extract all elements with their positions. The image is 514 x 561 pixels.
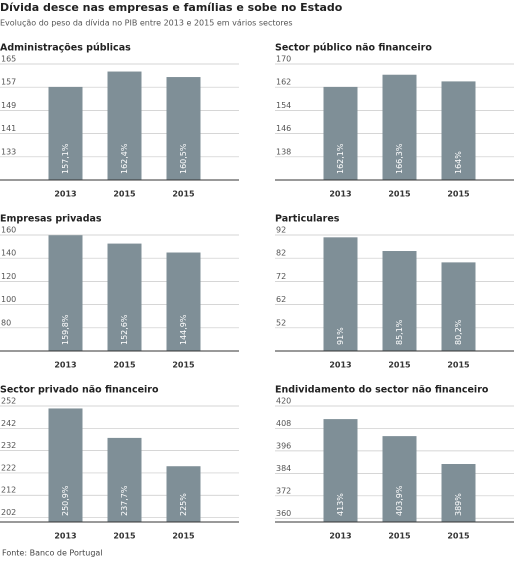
y-tick-label: 242 <box>1 419 16 428</box>
x-tick-label: 2013 <box>54 361 76 370</box>
value-label: 152,6% <box>120 314 129 345</box>
bar <box>166 466 201 522</box>
y-tick-label: 160 <box>1 226 16 235</box>
x-tick-label: 2015 <box>113 361 136 370</box>
x-tick-label: 2015 <box>447 532 470 541</box>
x-tick-label: 2015 <box>388 532 411 541</box>
y-tick-label: 138 <box>276 147 291 156</box>
panel-title: Endividamento do sector não financeiro <box>275 385 489 396</box>
bar <box>48 86 83 180</box>
y-tick-label: 165 <box>1 55 16 64</box>
y-tick-label: 212 <box>1 486 16 495</box>
y-tick-label: 133 <box>1 147 16 156</box>
y-tick-label: 232 <box>1 441 16 450</box>
panel-title: Sector privado não financeiro <box>0 385 159 396</box>
bar <box>441 262 476 351</box>
x-tick-label: 2015 <box>172 532 195 541</box>
page-subtitle: Evolução do peso da dívida no PIB entre … <box>0 19 293 28</box>
x-tick-label: 2015 <box>172 190 195 199</box>
bar <box>107 437 142 522</box>
value-label: 166,3% <box>395 143 404 174</box>
x-tick-label: 2015 <box>113 532 136 541</box>
y-tick-label: 92 <box>276 226 286 235</box>
y-tick-label: 120 <box>1 272 16 281</box>
y-tick-label: 80 <box>1 318 11 327</box>
x-tick-label: 2015 <box>172 361 195 370</box>
value-label: 162,4% <box>120 143 129 174</box>
page-title: Dívida desce nas empresas e famílias e s… <box>0 1 343 14</box>
value-label: 162,1% <box>336 143 345 174</box>
value-label: 237,7% <box>120 485 129 516</box>
y-tick-label: 162 <box>276 78 291 87</box>
bar <box>382 74 417 180</box>
y-tick-label: 154 <box>276 101 291 110</box>
bar <box>323 237 358 351</box>
y-tick-label: 140 <box>1 249 16 258</box>
y-tick-label: 62 <box>276 295 286 304</box>
value-label: 85,1% <box>395 319 404 345</box>
y-tick-label: 222 <box>1 463 16 472</box>
y-tick-label: 360 <box>276 509 291 518</box>
y-tick-label: 149 <box>1 101 16 110</box>
x-tick-label: 2013 <box>329 190 351 199</box>
bar <box>166 252 201 351</box>
x-tick-label: 2013 <box>54 532 76 541</box>
panel-title: Empresas privadas <box>0 214 102 225</box>
y-tick-label: 157 <box>1 78 16 87</box>
bar <box>441 81 476 180</box>
value-label: 413% <box>336 493 345 516</box>
x-tick-label: 2013 <box>54 190 76 199</box>
y-tick-label: 146 <box>276 124 291 133</box>
y-tick-label: 420 <box>276 397 291 406</box>
value-label: 157,1% <box>61 143 70 174</box>
value-label: 250,9% <box>61 485 70 516</box>
y-tick-label: 396 <box>276 441 291 450</box>
bar <box>48 235 83 351</box>
bar <box>48 408 83 522</box>
bar <box>107 71 142 180</box>
panel-title: Particulares <box>275 214 340 225</box>
x-tick-label: 2013 <box>329 361 351 370</box>
y-tick-label: 100 <box>1 295 16 304</box>
y-tick-label: 82 <box>276 249 286 258</box>
x-tick-label: 2015 <box>447 190 470 199</box>
x-tick-label: 2013 <box>329 532 351 541</box>
value-label: 225% <box>179 493 188 516</box>
x-tick-label: 2015 <box>113 190 136 199</box>
bar <box>382 436 417 522</box>
y-tick-label: 141 <box>1 124 16 133</box>
value-label: 403,9% <box>395 485 404 516</box>
y-tick-label: 252 <box>1 397 16 406</box>
panel-title: Sector público não financeiro <box>275 43 432 54</box>
value-label: 164% <box>454 151 463 174</box>
value-label: 159,8% <box>61 314 70 345</box>
y-tick-label: 384 <box>276 464 291 473</box>
value-label: 91% <box>336 327 345 345</box>
bar <box>441 464 476 522</box>
bar <box>382 251 417 351</box>
x-tick-label: 2015 <box>388 190 411 199</box>
bar <box>323 419 358 522</box>
y-tick-label: 372 <box>276 486 291 495</box>
y-tick-label: 408 <box>276 419 291 428</box>
y-tick-label: 202 <box>1 508 16 517</box>
bar <box>323 86 358 180</box>
value-label: 160,5% <box>179 143 188 174</box>
value-label: 144,9% <box>179 314 188 345</box>
x-tick-label: 2015 <box>388 361 411 370</box>
x-tick-label: 2015 <box>447 361 470 370</box>
value-label: 389% <box>454 493 463 516</box>
panel-title: Administrações públicas <box>0 43 131 54</box>
y-tick-label: 170 <box>276 55 291 64</box>
y-tick-label: 72 <box>276 272 286 281</box>
source: Fonte: Banco de Portugal <box>2 549 103 558</box>
y-tick-label: 52 <box>276 318 286 327</box>
bar <box>107 243 142 351</box>
value-label: 80,2% <box>454 319 463 345</box>
bar <box>166 77 201 180</box>
